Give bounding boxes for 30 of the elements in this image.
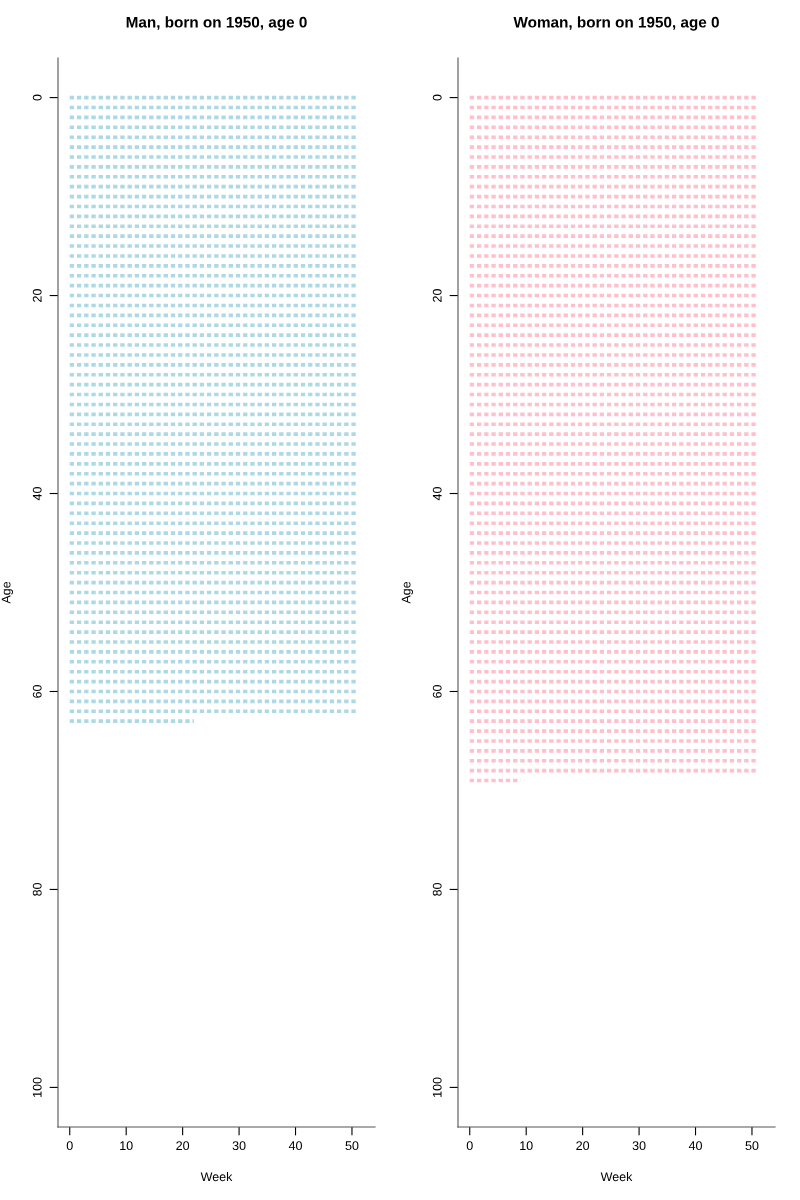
x-tick-label: 40 xyxy=(288,1141,302,1151)
x-tick-label: 50 xyxy=(745,1141,759,1151)
chart-title: Woman, born on 1950, age 0 xyxy=(513,16,719,31)
y-tick-label: 40 xyxy=(432,487,442,501)
chart-title: Man, born on 1950, age 0 xyxy=(126,16,307,31)
y-axis-title: Age xyxy=(401,581,414,604)
x-tick-label: 20 xyxy=(576,1141,590,1151)
x-axis-title: Week xyxy=(200,1171,233,1182)
y-tick-label: 40 xyxy=(32,487,42,501)
x-tick-label: 40 xyxy=(688,1141,702,1151)
y-tick-label: 0 xyxy=(432,94,442,101)
y-tick-label: 20 xyxy=(32,289,42,302)
x-tick-label: 0 xyxy=(466,1141,473,1151)
x-tick-label: 0 xyxy=(66,1141,73,1151)
y-tick-label: 100 xyxy=(32,1077,42,1097)
x-tick-label: 10 xyxy=(520,1141,533,1151)
y-tick-label: 60 xyxy=(432,685,442,698)
x-tick-label: 10 xyxy=(120,1141,133,1151)
x-tick-label: 30 xyxy=(232,1141,246,1151)
x-tick-label: 50 xyxy=(345,1141,359,1151)
y-tick-label: 20 xyxy=(432,289,442,302)
y-tick-label: 60 xyxy=(32,685,42,698)
x-axis-title: Week xyxy=(600,1171,633,1182)
y-tick-label: 100 xyxy=(432,1077,442,1097)
x-tick-label: 20 xyxy=(176,1141,190,1151)
y-tick-label: 0 xyxy=(32,94,42,101)
y-tick-label: 80 xyxy=(32,882,42,896)
y-axis-title: Age xyxy=(1,581,14,604)
y-tick-label: 80 xyxy=(432,882,442,896)
x-tick-label: 30 xyxy=(632,1141,646,1151)
